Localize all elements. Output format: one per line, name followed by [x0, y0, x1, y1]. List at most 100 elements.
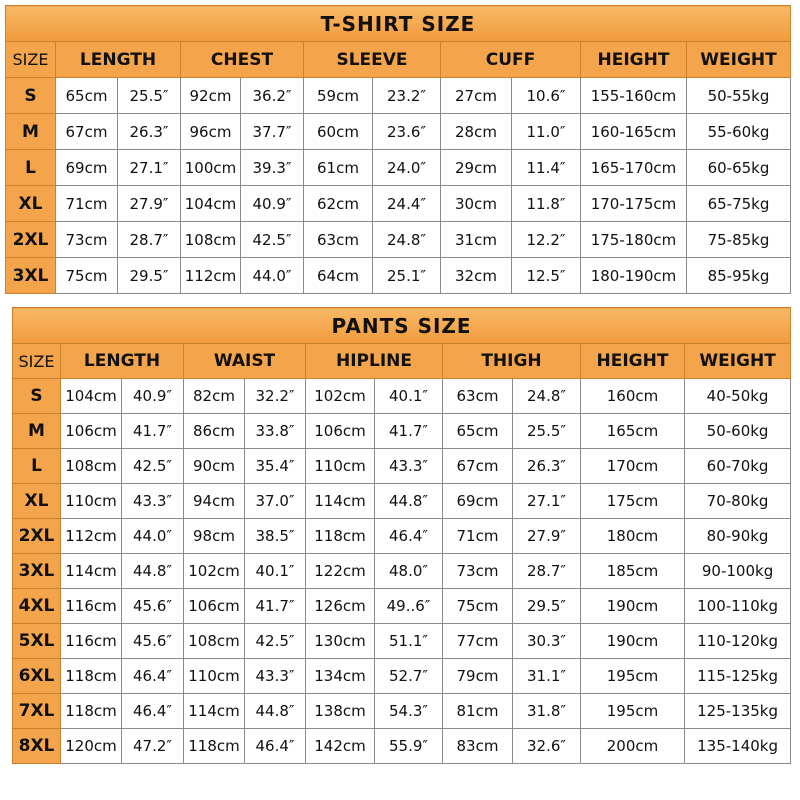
- cell: 195cm: [580, 658, 685, 694]
- cell: 69cm: [442, 483, 513, 519]
- cell: 31.8″: [512, 693, 581, 729]
- cell: 44.8″: [244, 693, 306, 729]
- cell: 71cm: [442, 518, 513, 554]
- cell: 170-175cm: [580, 185, 687, 222]
- cell: 118cm: [305, 518, 375, 554]
- cell: 114cm: [60, 553, 122, 589]
- cell: 39.3″: [240, 149, 304, 186]
- cell: 29cm: [440, 149, 512, 186]
- data-row: XL 71cm 27.9″ 104cm 40.9″ 62cm 24.4″ 30cm 11.8″ 1…: [5, 185, 791, 222]
- size-label: 6XL: [12, 658, 61, 694]
- cell: 42.5″: [240, 221, 304, 258]
- title-row: T-SHIRT SIZE: [5, 5, 791, 42]
- size-label: XL: [12, 483, 61, 519]
- size-label: 5XL: [12, 623, 61, 659]
- cell: 41.7″: [374, 413, 443, 449]
- size-label: L: [5, 149, 56, 186]
- column-header: HEIGHT: [580, 343, 685, 379]
- cell: 61cm: [303, 149, 373, 186]
- cell: 70-80kg: [683, 483, 792, 519]
- cell: 83cm: [442, 728, 513, 764]
- cell: 40.1″: [374, 378, 443, 414]
- column-header: CUFF: [440, 41, 581, 78]
- cell: 30.3″: [512, 623, 581, 659]
- cell: 170cm: [580, 448, 685, 484]
- cell: 45.6″: [121, 588, 184, 624]
- cell: 40.9″: [240, 185, 304, 222]
- cell: 24.8″: [512, 378, 581, 414]
- cell: 54.3″: [374, 693, 443, 729]
- cell: 73cm: [442, 553, 513, 589]
- cell: 160cm: [580, 378, 685, 414]
- cell: 47.2″: [121, 728, 184, 764]
- cell: 46.4″: [244, 728, 306, 764]
- cell: 75-85kg: [686, 221, 791, 258]
- size-label: 8XL: [12, 728, 61, 764]
- tshirt-table: T-SHIRT SIZE SIZE LENGTH CHEST SLEEVE CUFF HEI…: [5, 5, 791, 294]
- cell: 60cm: [303, 113, 373, 150]
- column-header: CHEST: [180, 41, 304, 78]
- data-row: 2XL 73cm 28.7″ 108cm 42.5″ 63cm 24.8″ 31cm 12.2″…: [5, 221, 791, 258]
- cell: 71cm: [55, 185, 118, 222]
- cell: 190cm: [580, 588, 685, 624]
- cell: 64cm: [303, 257, 373, 294]
- column-header: HEIGHT: [580, 41, 687, 78]
- cell: 175cm: [580, 483, 685, 519]
- cell: 51.1″: [374, 623, 443, 659]
- cell: 45.6″: [121, 623, 184, 659]
- cell: 81cm: [442, 693, 513, 729]
- column-header: SIZE: [5, 41, 56, 78]
- cell: 75cm: [442, 588, 513, 624]
- cell: 50-55kg: [686, 77, 791, 114]
- cell: 28.7″: [512, 553, 581, 589]
- column-header: WAIST: [183, 343, 306, 379]
- column-header: THIGH: [442, 343, 581, 379]
- table-title: PANTS SIZE: [11, 307, 792, 344]
- cell: 106cm: [60, 413, 122, 449]
- cell: 77cm: [442, 623, 513, 659]
- cell: 110cm: [305, 448, 375, 484]
- cell: 106cm: [305, 413, 375, 449]
- cell: 40.9″: [121, 378, 184, 414]
- cell: 125-135kg: [683, 693, 792, 729]
- cell: 32.2″: [244, 378, 306, 414]
- cell: 27cm: [440, 77, 512, 114]
- cell: 160-165cm: [580, 113, 687, 150]
- cell: 65cm: [55, 77, 118, 114]
- column-header: HIPLINE: [305, 343, 443, 379]
- data-row: L 108cm 42.5″ 90cm 35.4″ 110cm 43.3″ 67cm 26.3″ 1…: [12, 448, 792, 484]
- cell: 108cm: [60, 448, 122, 484]
- cell: 118cm: [60, 658, 122, 694]
- cell: 41.7″: [244, 588, 306, 624]
- cell: 27.1″: [512, 483, 581, 519]
- cell: 48.0″: [374, 553, 443, 589]
- cell: 175-180cm: [580, 221, 687, 258]
- cell: 190cm: [580, 623, 685, 659]
- cell: 180-190cm: [580, 257, 687, 294]
- column-header: WEIGHT: [683, 343, 792, 379]
- title-row: PANTS SIZE: [11, 307, 792, 344]
- cell: 62cm: [303, 185, 373, 222]
- cell: 108cm: [180, 221, 241, 258]
- size-label: 3XL: [5, 257, 56, 294]
- cell: 110cm: [60, 483, 122, 519]
- cell: 40-50kg: [683, 378, 792, 414]
- cell: 11.4″: [511, 149, 581, 186]
- cell: 24.4″: [372, 185, 441, 222]
- cell: 42.5″: [244, 623, 306, 659]
- cell: 67cm: [442, 448, 513, 484]
- data-row: 8XL 120cm 47.2″ 118cm 46.4″ 142cm 55.9″ 83cm 32.…: [12, 728, 792, 764]
- cell: 122cm: [305, 553, 375, 589]
- data-row: 6XL 118cm 46.4″ 110cm 43.3″ 134cm 52.7″ 79cm 31.…: [12, 658, 792, 694]
- column-header: LENGTH: [55, 41, 181, 78]
- cell: 60-65kg: [686, 149, 791, 186]
- cell: 49..6″: [374, 588, 443, 624]
- cell: 165-170cm: [580, 149, 687, 186]
- cell: 134cm: [305, 658, 375, 694]
- cell: 29.5″: [512, 588, 581, 624]
- data-row: 2XL 112cm 44.0″ 98cm 38.5″ 118cm 46.4″ 71cm 27.9…: [12, 518, 792, 554]
- cell: 46.4″: [121, 693, 184, 729]
- cell: 90-100kg: [683, 553, 792, 589]
- cell: 11.0″: [511, 113, 581, 150]
